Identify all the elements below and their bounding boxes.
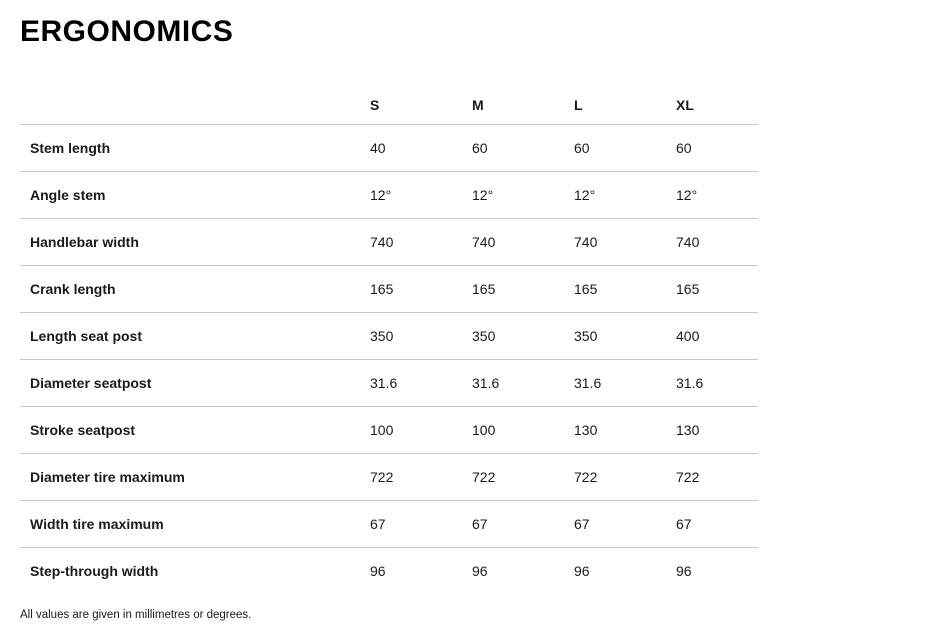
table-row: Stem length 40 60 60 60 [20, 124, 758, 171]
row-value: 722 [370, 469, 394, 485]
row-value: 67 [370, 516, 386, 532]
row-value: 96 [370, 563, 386, 579]
row-value: 67 [472, 516, 488, 532]
row-value: 40 [370, 140, 386, 156]
row-value: 60 [472, 140, 488, 156]
table-row: Diameter seatpost 31.6 31.6 31.6 31.6 [20, 359, 758, 406]
row-value: 740 [676, 234, 700, 250]
table-row: Angle stem 12° 12° 12° 12° [20, 171, 758, 218]
row-label: Handlebar width [30, 234, 139, 250]
row-value: 31.6 [472, 375, 500, 391]
row-value: 722 [472, 469, 496, 485]
row-value: 130 [676, 422, 700, 438]
row-value: 350 [472, 328, 496, 344]
row-label: Diameter seatpost [30, 375, 152, 391]
row-value: 100 [472, 422, 496, 438]
page-title: ERGONOMICS [20, 15, 234, 48]
row-value: 740 [472, 234, 496, 250]
row-value: 31.6 [676, 375, 704, 391]
row-value: 740 [574, 234, 598, 250]
row-label: Angle stem [30, 187, 106, 203]
row-label: Diameter tire maximum [30, 469, 185, 485]
row-value: 722 [676, 469, 700, 485]
row-value: 722 [574, 469, 598, 485]
table-row: Step-through width 96 96 96 96 [20, 547, 758, 594]
table-row: Length seat post 350 350 350 400 [20, 312, 758, 359]
row-value: 96 [676, 563, 692, 579]
row-value: 12° [370, 187, 392, 203]
table-row: Diameter tire maximum 722 722 722 722 [20, 453, 758, 500]
table-row: Stroke seatpost 100 100 130 130 [20, 406, 758, 453]
row-value: 740 [370, 234, 394, 250]
row-label: Crank length [30, 281, 116, 297]
row-value: 165 [370, 281, 394, 297]
row-value: 350 [574, 328, 598, 344]
row-value: 12° [472, 187, 494, 203]
row-value: 165 [676, 281, 700, 297]
row-label: Stem length [30, 140, 111, 156]
table-footnote: All values are given in millimetres or d… [20, 609, 252, 621]
row-label: Length seat post [30, 328, 143, 344]
row-value: 60 [676, 140, 692, 156]
row-label: Stroke seatpost [30, 422, 136, 438]
column-header-xl: XL [676, 96, 694, 113]
column-header-s: S [370, 96, 380, 113]
row-label: Width tire maximum [30, 516, 164, 532]
ergonomics-table: S M L XL Stem length 40 60 60 60 Angle stem 12° 12… [20, 85, 758, 594]
row-value: 12° [574, 187, 596, 203]
row-value: 12° [676, 187, 698, 203]
row-value: 165 [574, 281, 598, 297]
row-value: 60 [574, 140, 590, 156]
row-value: 31.6 [574, 375, 602, 391]
table-row: Width tire maximum 67 67 67 67 [20, 500, 758, 547]
row-value: 67 [676, 516, 692, 532]
row-value: 100 [370, 422, 394, 438]
table-header-row: S M L XL [20, 85, 758, 124]
table-row: Crank length 165 165 165 165 [20, 265, 758, 312]
row-value: 165 [472, 281, 496, 297]
row-value: 96 [472, 563, 488, 579]
row-value: 400 [676, 328, 700, 344]
column-header-m: M [472, 96, 484, 113]
row-value: 67 [574, 516, 590, 532]
row-value: 350 [370, 328, 394, 344]
table-row: Handlebar width 740 740 740 740 [20, 218, 758, 265]
row-label: Step-through width [30, 563, 159, 579]
row-value: 31.6 [370, 375, 398, 391]
column-header-l: L [574, 96, 583, 113]
row-value: 130 [574, 422, 598, 438]
row-value: 96 [574, 563, 590, 579]
